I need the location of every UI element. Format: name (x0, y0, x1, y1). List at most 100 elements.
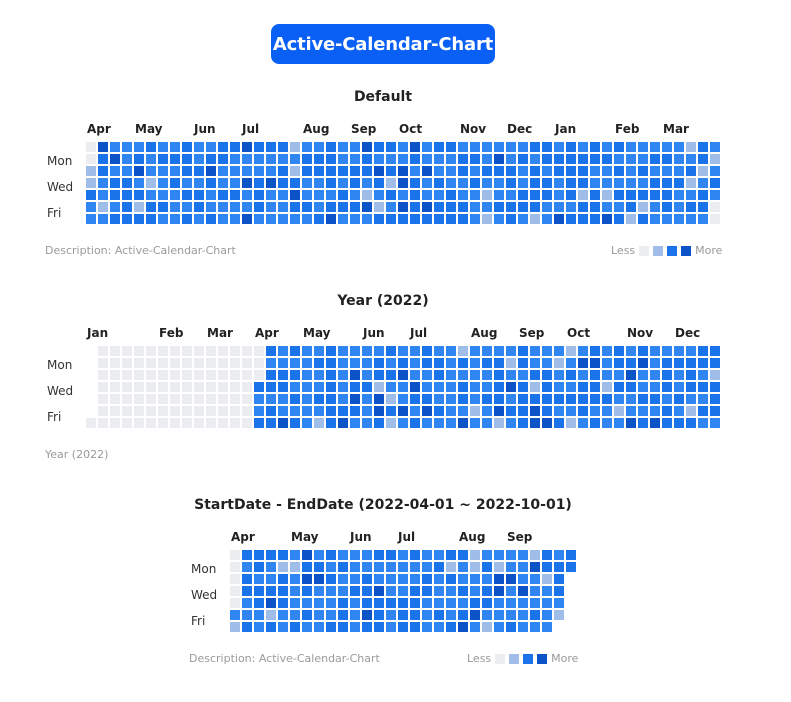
day-cell[interactable] (350, 154, 360, 164)
day-cell[interactable] (494, 370, 504, 380)
day-cell[interactable] (386, 574, 396, 584)
day-cell[interactable] (554, 418, 564, 428)
day-cell[interactable] (482, 382, 492, 392)
day-cell[interactable] (326, 166, 336, 176)
day-cell[interactable] (470, 598, 480, 608)
day-cell[interactable] (614, 394, 624, 404)
day-cell[interactable] (398, 202, 408, 212)
day-cell[interactable] (182, 166, 192, 176)
day-cell[interactable] (578, 406, 588, 416)
day-cell[interactable] (254, 562, 264, 572)
day-cell[interactable] (590, 178, 600, 188)
day-cell[interactable] (506, 358, 516, 368)
day-cell[interactable] (482, 562, 492, 572)
day-cell[interactable] (386, 370, 396, 380)
day-cell[interactable] (206, 358, 216, 368)
day-cell[interactable] (506, 190, 516, 200)
day-cell[interactable] (134, 394, 144, 404)
day-cell[interactable] (626, 190, 636, 200)
day-cell[interactable] (158, 382, 168, 392)
day-cell[interactable] (254, 358, 264, 368)
day-cell[interactable] (458, 586, 468, 596)
day-cell[interactable] (134, 370, 144, 380)
day-cell[interactable] (374, 610, 384, 620)
day-cell[interactable] (194, 166, 204, 176)
day-cell[interactable] (626, 166, 636, 176)
day-cell[interactable] (254, 202, 264, 212)
day-cell[interactable] (338, 550, 348, 560)
day-cell[interactable] (458, 346, 468, 356)
day-cell[interactable] (146, 190, 156, 200)
day-cell[interactable] (314, 610, 324, 620)
day-cell[interactable] (530, 370, 540, 380)
day-cell[interactable] (110, 214, 120, 224)
day-cell[interactable] (218, 370, 228, 380)
day-cell[interactable] (350, 142, 360, 152)
day-cell[interactable] (590, 190, 600, 200)
day-cell[interactable] (110, 202, 120, 212)
day-cell[interactable] (674, 406, 684, 416)
day-cell[interactable] (482, 202, 492, 212)
day-cell[interactable] (434, 610, 444, 620)
day-cell[interactable] (290, 178, 300, 188)
day-cell[interactable] (626, 214, 636, 224)
day-cell[interactable] (602, 190, 612, 200)
day-cell[interactable] (578, 178, 588, 188)
day-cell[interactable] (206, 370, 216, 380)
day-cell[interactable] (518, 178, 528, 188)
day-cell[interactable] (482, 418, 492, 428)
day-cell[interactable] (698, 178, 708, 188)
day-cell[interactable] (254, 214, 264, 224)
day-cell[interactable] (302, 418, 312, 428)
day-cell[interactable] (362, 598, 372, 608)
day-cell[interactable] (122, 202, 132, 212)
day-cell[interactable] (314, 574, 324, 584)
day-cell[interactable] (398, 166, 408, 176)
day-cell[interactable] (578, 214, 588, 224)
day-cell[interactable] (554, 586, 564, 596)
day-cell[interactable] (698, 214, 708, 224)
day-cell[interactable] (434, 154, 444, 164)
day-cell[interactable] (698, 142, 708, 152)
day-cell[interactable] (434, 418, 444, 428)
day-cell[interactable] (470, 166, 480, 176)
day-cell[interactable] (602, 154, 612, 164)
day-cell[interactable] (338, 562, 348, 572)
day-cell[interactable] (230, 382, 240, 392)
day-cell[interactable] (410, 202, 420, 212)
day-cell[interactable] (386, 166, 396, 176)
day-cell[interactable] (542, 586, 552, 596)
day-cell[interactable] (506, 346, 516, 356)
day-cell[interactable] (386, 622, 396, 632)
day-cell[interactable] (434, 358, 444, 368)
day-cell[interactable] (374, 154, 384, 164)
day-cell[interactable] (542, 550, 552, 560)
day-cell[interactable] (122, 154, 132, 164)
day-cell[interactable] (326, 574, 336, 584)
day-cell[interactable] (710, 142, 720, 152)
day-cell[interactable] (530, 418, 540, 428)
day-cell[interactable] (518, 370, 528, 380)
day-cell[interactable] (182, 154, 192, 164)
day-cell[interactable] (362, 574, 372, 584)
day-cell[interactable] (530, 166, 540, 176)
day-cell[interactable] (326, 358, 336, 368)
day-cell[interactable] (518, 166, 528, 176)
day-cell[interactable] (206, 382, 216, 392)
day-cell[interactable] (290, 346, 300, 356)
day-cell[interactable] (314, 394, 324, 404)
day-cell[interactable] (338, 586, 348, 596)
day-cell[interactable] (698, 382, 708, 392)
day-cell[interactable] (446, 370, 456, 380)
day-cell[interactable] (98, 394, 108, 404)
day-cell[interactable] (110, 358, 120, 368)
day-cell[interactable] (494, 154, 504, 164)
day-cell[interactable] (542, 178, 552, 188)
day-cell[interactable] (230, 370, 240, 380)
day-cell[interactable] (158, 142, 168, 152)
day-cell[interactable] (122, 166, 132, 176)
day-cell[interactable] (506, 202, 516, 212)
day-cell[interactable] (638, 418, 648, 428)
day-cell[interactable] (350, 622, 360, 632)
day-cell[interactable] (170, 202, 180, 212)
